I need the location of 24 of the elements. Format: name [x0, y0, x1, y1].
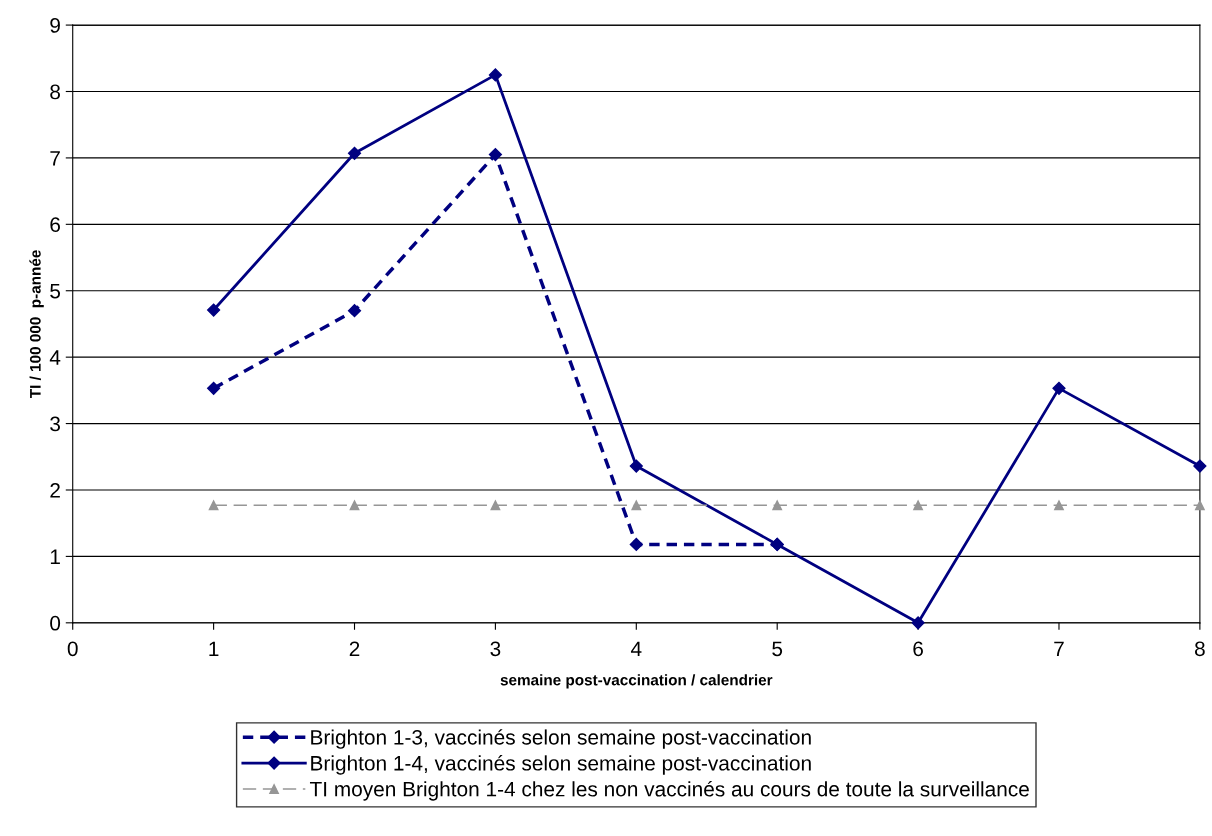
y-tick-label: 9 — [50, 18, 60, 33]
y-tick-label: 3 — [50, 416, 60, 432]
y-tick-label: 1 — [50, 549, 60, 564]
x-tick-label: 6 — [913, 641, 923, 657]
y-tick-label: 6 — [50, 217, 60, 233]
x-axis-title: semaine post-vaccination / calendrier — [500, 674, 773, 689]
y-tick-label: 0 — [50, 615, 61, 631]
x-tick-label: 0 — [67, 641, 78, 657]
x-tick-label: 4 — [630, 641, 642, 656]
x-tick-label: 7 — [1054, 641, 1064, 656]
y-tick-label: 7 — [50, 151, 60, 166]
y-axis-title: TI / 100 000 p-année — [29, 250, 44, 399]
y-tick-label: 2 — [50, 482, 60, 498]
x-tick-label: 3 — [490, 641, 501, 657]
x-tick-label: 5 — [772, 641, 783, 657]
y-tick-label: 5 — [50, 283, 61, 299]
x-tick-label: 8 — [1194, 641, 1205, 657]
x-tick-label: 2 — [349, 641, 360, 656]
legend-label: TI moyen Brighton 1-4 chez les non vaccinés au cours de toute la surveillance — [309, 780, 1029, 801]
legend-label: Brighton 1-3, vaccinés selon semaine post-vaccination — [311, 729, 811, 749]
y-tick-label: 4 — [49, 350, 61, 365]
x-tick-label: 1 — [209, 641, 219, 656]
legend-label: Brighton 1-4, vaccinés selon semaine post-vaccination — [311, 755, 811, 775]
y-tick-label: 8 — [50, 84, 61, 100]
